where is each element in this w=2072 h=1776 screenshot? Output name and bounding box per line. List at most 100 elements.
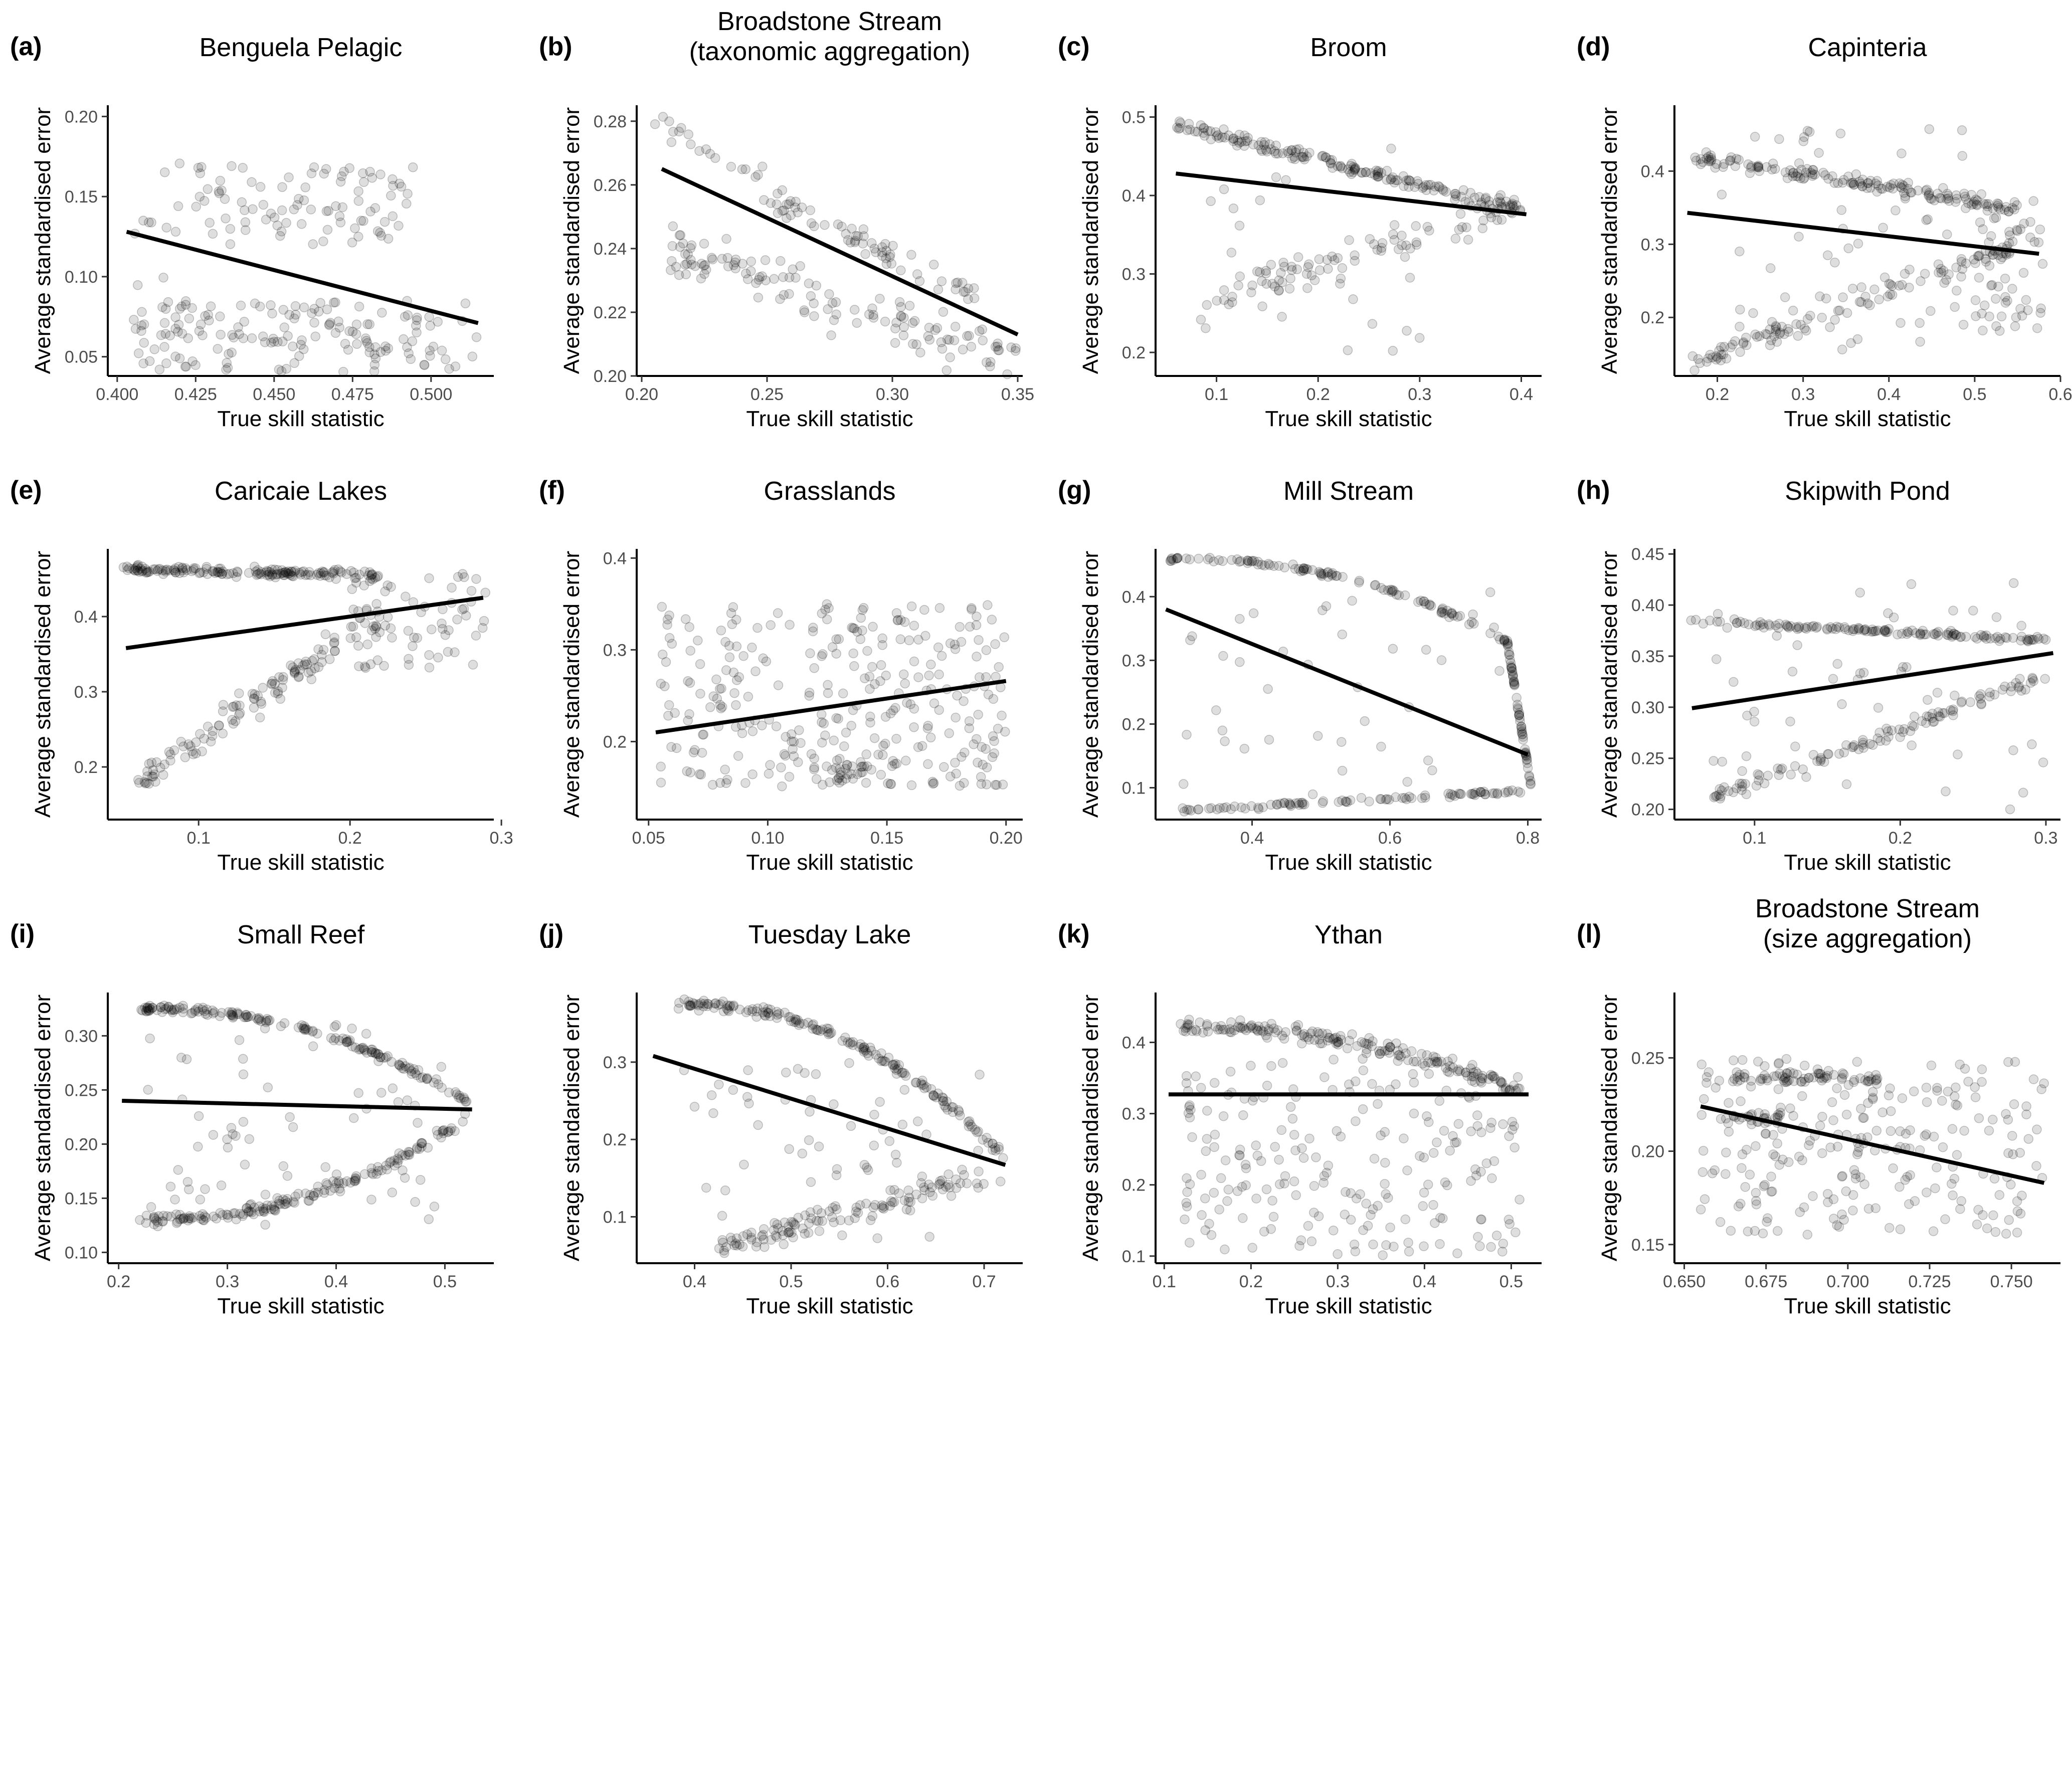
data-point (369, 359, 380, 370)
data-point (1419, 1241, 1429, 1251)
data-point (1498, 1239, 1509, 1249)
data-point (1494, 666, 1504, 676)
data-point (1735, 304, 1745, 315)
data-point (293, 1023, 304, 1033)
data-point (710, 153, 720, 163)
data-point (1269, 146, 1279, 156)
x-axis-label: True skill statistic (746, 407, 913, 431)
data-point (274, 1196, 284, 1206)
data-point (471, 332, 482, 342)
y-tick-label: 0.35 (1631, 647, 1664, 666)
data-point (730, 263, 740, 274)
data-point (278, 675, 288, 685)
data-point (1345, 167, 1355, 177)
data-point (957, 278, 968, 288)
data-point (1235, 614, 1245, 624)
data-point (412, 315, 422, 325)
data-point (729, 688, 739, 698)
data-point (944, 335, 955, 345)
trend-line (125, 596, 484, 650)
data-point (690, 745, 700, 755)
data-point (912, 269, 922, 279)
data-point (1504, 1131, 1514, 1141)
data-point (805, 648, 815, 659)
data-point (336, 171, 347, 181)
data-point (1354, 577, 1364, 587)
data-point (1895, 178, 1905, 188)
data-point (1234, 1150, 1244, 1160)
data-point (1838, 292, 1848, 302)
data-point (433, 652, 443, 663)
data-point (1350, 163, 1360, 174)
data-point (437, 1083, 447, 1093)
data-point (356, 216, 366, 226)
data-point (146, 1202, 156, 1212)
data-point (1303, 262, 1313, 272)
data-point (404, 348, 414, 358)
data-point (711, 674, 721, 685)
data-point (1389, 1242, 1399, 1252)
data-point (1213, 130, 1223, 140)
data-point (664, 116, 674, 126)
data-point (261, 215, 271, 225)
data-point (393, 1153, 403, 1164)
data-point (827, 642, 838, 652)
data-point (830, 1201, 840, 1212)
data-point (1948, 710, 1958, 720)
data-point (1363, 1221, 1373, 1231)
data-point (701, 1182, 711, 1193)
data-point (1412, 176, 1422, 186)
data-point (1792, 624, 1803, 634)
data-point (1928, 1226, 1939, 1236)
data-point (329, 297, 339, 308)
y-tick-label: 0.3 (74, 683, 98, 702)
data-point (227, 330, 237, 340)
data-point (1929, 1131, 1939, 1142)
data-point (1228, 133, 1239, 143)
data-point (891, 317, 901, 328)
x-tick-label: 0.3 (1791, 385, 1815, 404)
data-point (273, 337, 283, 347)
y-tick-label: 0.2 (74, 758, 98, 777)
y-tick-label: 0.25 (1631, 1049, 1664, 1068)
data-point (240, 225, 251, 235)
data-point (1439, 1126, 1449, 1136)
data-point (906, 601, 917, 612)
data-point (480, 587, 490, 598)
data-point (202, 564, 212, 574)
data-point (2028, 676, 2039, 686)
data-point (2035, 224, 2045, 235)
data-point (1762, 1217, 1772, 1227)
data-point (1926, 1060, 1937, 1071)
data-point (1351, 1076, 1361, 1087)
data-point (722, 253, 733, 263)
data-point (732, 1241, 742, 1251)
data-point (705, 149, 715, 159)
data-point (186, 566, 197, 576)
data-point (1958, 319, 1969, 330)
data-point (1367, 319, 1378, 329)
data-point (1214, 1205, 1224, 1215)
data-point (1907, 740, 1917, 750)
data-point (1916, 276, 1926, 286)
data-point (1794, 158, 1804, 168)
data-point (145, 1033, 155, 1044)
data-point (401, 199, 412, 209)
data-point (1717, 189, 1727, 200)
data-point (1290, 1145, 1300, 1155)
data-point (657, 649, 668, 660)
data-point (891, 1069, 902, 1079)
data-point (234, 1035, 245, 1045)
data-point (1211, 705, 1221, 715)
data-point (388, 174, 398, 184)
data-point (1350, 162, 1360, 173)
y-tick-label: 0.30 (65, 1027, 98, 1046)
data-point (1425, 179, 1436, 190)
data-point (2005, 804, 2015, 815)
data-point (1808, 169, 1818, 179)
data-point (1227, 292, 1237, 302)
data-point (1495, 196, 1505, 207)
data-point (1215, 803, 1225, 813)
data-point (650, 119, 660, 129)
data-point (737, 164, 747, 174)
